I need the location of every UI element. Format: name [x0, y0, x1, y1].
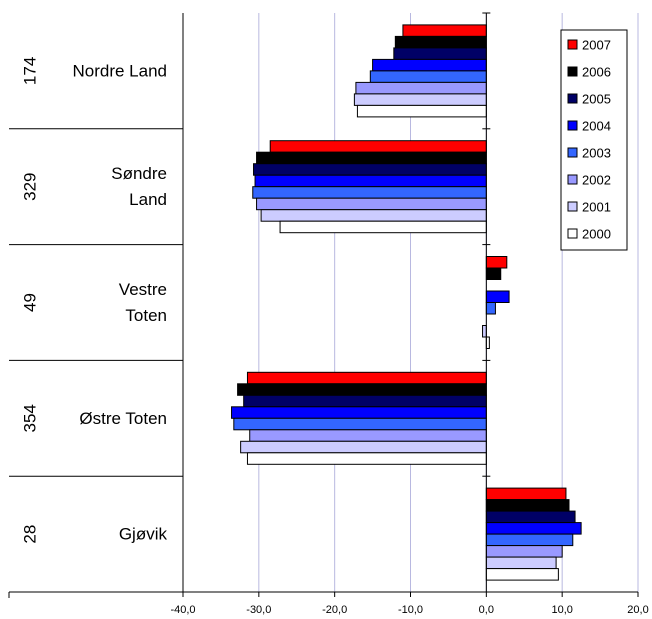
legend-swatch-2004	[567, 120, 578, 131]
category-name-4-0: Gjøvik	[119, 525, 168, 544]
x-tick-label-1: -30,0	[246, 604, 271, 616]
bar-4-2000	[485, 568, 559, 581]
legend-label-2003: 2003	[582, 146, 611, 161]
bar-3-2002	[249, 429, 487, 442]
legend-label-2004: 2004	[582, 119, 611, 134]
legend-swatch-2000	[567, 228, 578, 239]
category-name-1-1: Land	[129, 190, 167, 209]
legend-box	[560, 29, 628, 251]
x-tick-label-3: -10,0	[398, 604, 423, 616]
category-name-0-0: Nordre Land	[72, 61, 167, 80]
bar-1-2005	[253, 163, 487, 176]
legend-label-2006: 2006	[582, 65, 611, 80]
category-code-4: 28	[21, 525, 40, 544]
legend-swatch-2006	[567, 66, 578, 77]
bar-1-2000	[279, 220, 487, 234]
bar-1-2004	[254, 174, 487, 188]
bar-3-2001	[240, 440, 487, 454]
bar-2-2004	[485, 290, 510, 303]
bar-3-2000	[246, 452, 487, 465]
legend-swatch-2001	[567, 201, 578, 212]
legend-label-2002: 2002	[582, 173, 611, 188]
legend-label-2007: 2007	[582, 38, 611, 53]
category-code-3: 354	[21, 404, 40, 432]
bar-2-2003	[485, 302, 496, 315]
category-name-3-0: Østre Toten	[79, 409, 167, 428]
legend-swatch-2007	[567, 39, 578, 50]
bar-1-2006	[256, 151, 487, 165]
bar-2-2006	[485, 267, 502, 280]
category-code-1: 329	[21, 173, 40, 201]
bar-0-2007	[402, 24, 487, 37]
bar-3-2004	[231, 406, 487, 419]
bar-3-2003	[233, 417, 487, 431]
bar-2-2001	[482, 325, 487, 338]
legend-swatch-2005	[567, 93, 578, 104]
bar-4-2005	[485, 510, 576, 524]
bar-0-2004	[372, 58, 487, 72]
bar-1-2001	[260, 209, 487, 222]
bar-4-2001	[485, 556, 557, 570]
bar-4-2004	[485, 522, 582, 535]
bar-0-2002	[355, 81, 487, 95]
category-name-2-1: Toten	[125, 306, 167, 325]
bar-4-2006	[485, 499, 570, 512]
legend: 2007 2006 2005 2004 2003 2002 2001 2000	[560, 29, 628, 251]
legend-swatch-2002	[567, 174, 578, 185]
x-tick-label-2: -20,0	[322, 604, 347, 616]
bars	[231, 24, 582, 581]
category-name-1-0: Søndre	[111, 164, 167, 183]
legend-label-2000: 2000	[582, 227, 611, 242]
category-name-2-0: Vestre	[119, 280, 167, 299]
category-code-2: 49	[21, 293, 40, 312]
category-code-0: 174	[21, 57, 40, 85]
x-axis: -40,0 -30,0 -20,0 -10,0 0,0 10,0 20,0	[9, 12, 649, 616]
bar-3-2005	[243, 394, 487, 408]
legend-swatch-2003	[567, 147, 578, 158]
bar-0-2006	[394, 35, 487, 49]
category-table: 174 Nordre Land 329 Søndre Land 49 Vestre Toten…	[8, 13, 184, 598]
legend-label-2001: 2001	[582, 200, 611, 215]
bar-0-2003	[369, 70, 487, 83]
bar-2-2007	[485, 256, 508, 269]
bar-1-2003	[252, 186, 487, 199]
bar-3-2006	[237, 383, 487, 396]
legend-label-2005: 2005	[582, 92, 611, 107]
bar-3-2007	[246, 371, 487, 385]
bar-0-2005	[393, 47, 487, 60]
bar-4-2002	[485, 545, 563, 558]
bar-1-2002	[256, 197, 487, 211]
bar-0-2000	[356, 104, 487, 118]
bar-0-2001	[353, 93, 487, 106]
x-tick-label-6: 20,0	[627, 604, 648, 616]
x-tick-label-4: 0,0	[479, 604, 494, 616]
x-tick-label-5: 10,0	[551, 604, 572, 616]
bar-4-2003	[485, 533, 574, 547]
bar-4-2007	[485, 487, 567, 501]
x-tick-label-0: -40,0	[170, 604, 195, 616]
bar-1-2007	[269, 140, 487, 153]
